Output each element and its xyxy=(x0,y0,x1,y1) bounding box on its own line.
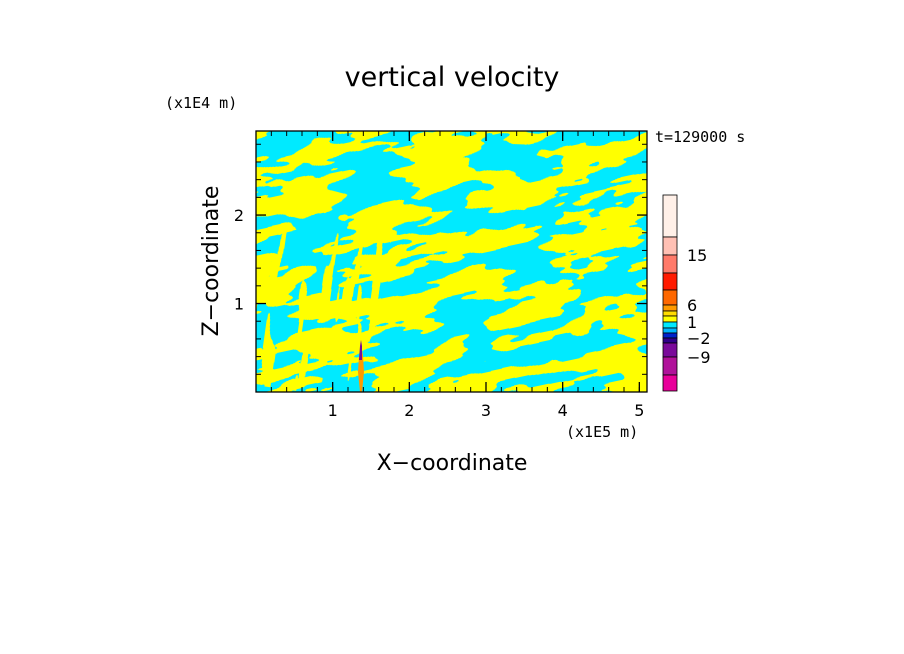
colorbar-band xyxy=(662,332,678,339)
colorbar-band xyxy=(662,194,678,238)
chart-title: vertical velocity xyxy=(345,62,560,93)
x-unit-label: (x1E5 m) xyxy=(566,423,638,441)
colorbar-band xyxy=(662,374,678,392)
colorbar-band xyxy=(662,321,678,329)
colorbar: 15 61−2−9 xyxy=(662,194,711,392)
colorbar-band xyxy=(662,304,678,312)
velocity-field xyxy=(256,131,647,392)
colorbar-band xyxy=(662,236,678,256)
x-tick-label: 2 xyxy=(404,401,414,420)
colorbar-band xyxy=(662,356,678,376)
colorbar-label: −2 xyxy=(687,329,711,348)
colorbar-label: 6 xyxy=(687,296,697,315)
colorbar-band xyxy=(662,254,678,274)
colorbar-band xyxy=(662,272,678,291)
y-tick-label: 2 xyxy=(234,206,244,225)
y-axis-title: Z−coordinate xyxy=(199,186,224,337)
x-tick-label: 5 xyxy=(634,401,644,420)
colorbar-band xyxy=(662,327,678,334)
colorbar-label: 15 xyxy=(687,246,707,265)
field-bands xyxy=(256,131,647,392)
y-tick-label: 1 xyxy=(234,295,244,314)
colorbar-band xyxy=(662,310,678,317)
y-unit-label: (x1E4 m) xyxy=(165,94,237,112)
colorbar-label: −9 xyxy=(687,348,711,367)
x-tick-label: 1 xyxy=(328,401,338,420)
colorbar-label: 1 xyxy=(687,313,697,332)
colorbar-band xyxy=(662,342,678,358)
colorbar-band xyxy=(662,289,678,306)
x-tick-label: 4 xyxy=(558,401,568,420)
colorbar-band xyxy=(662,337,678,344)
x-axis-title: X−coordinate xyxy=(377,451,528,476)
colorbar-band xyxy=(662,315,678,323)
axes: 1 2 3 4 5 1 2 xyxy=(234,131,647,420)
time-label: t=129000 s xyxy=(655,128,745,146)
plot-frame xyxy=(255,130,648,393)
updraft-core xyxy=(358,340,364,392)
x-tick-label: 3 xyxy=(481,401,491,420)
